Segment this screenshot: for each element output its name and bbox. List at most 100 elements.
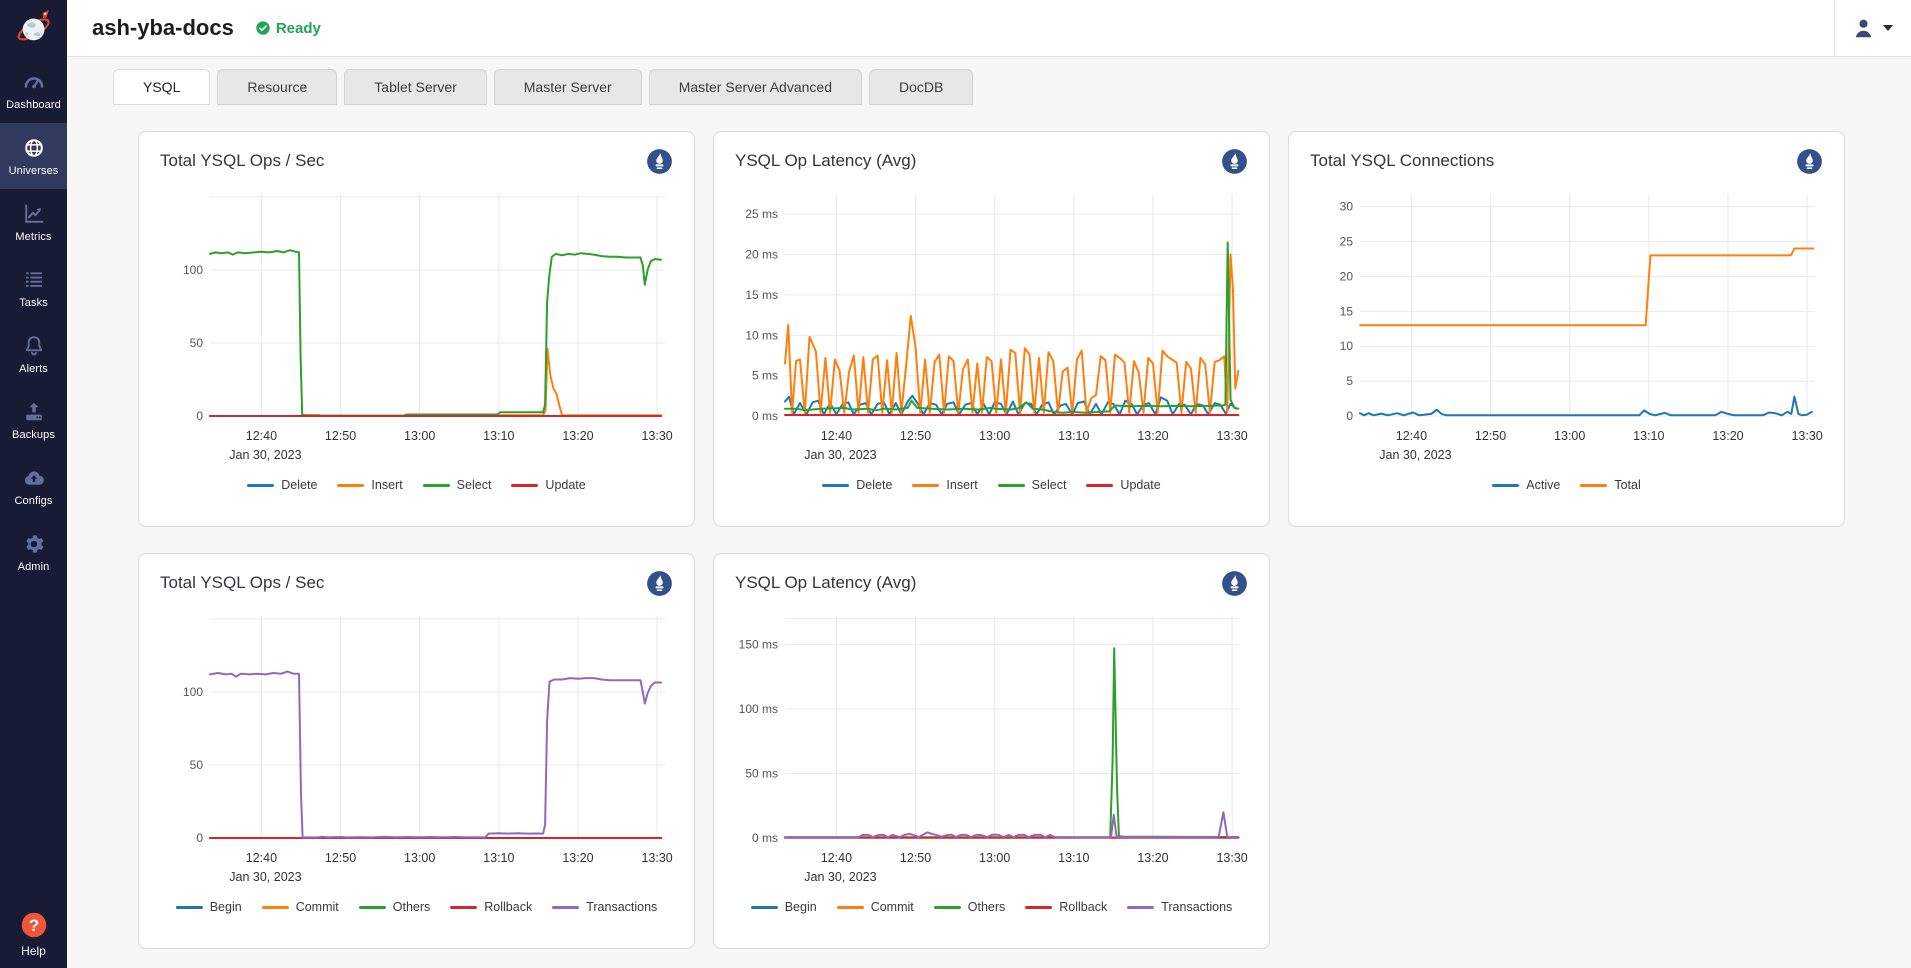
legend-item-rollback[interactable]: Rollback (1025, 900, 1107, 914)
prometheus-icon[interactable] (1796, 148, 1823, 175)
chart-legend: Begin Commit Others Rollback Transaction… (160, 900, 673, 914)
legend-label: Select (457, 478, 492, 492)
chart-legend: Delete Insert Select Update (160, 478, 673, 492)
sidebar-item-label: Metrics (15, 231, 51, 243)
sidebar-item-help[interactable]: ? Help (0, 911, 67, 958)
sidebar-item-alerts[interactable]: Alerts (0, 321, 67, 387)
legend-label: Rollback (1059, 900, 1107, 914)
legend-item-total[interactable]: Total (1580, 478, 1640, 492)
sidebar-item-dashboard[interactable]: Dashboard (0, 57, 67, 123)
y-tick-label: 25 ms (745, 207, 778, 221)
legend-item-commit[interactable]: Commit (262, 900, 339, 914)
sidebar-item-tasks[interactable]: Tasks (0, 255, 67, 321)
user-menu[interactable] (1834, 0, 1911, 56)
sidebar-item-universes[interactable]: Universes (0, 123, 67, 189)
tab-master-server[interactable]: Master Server (494, 69, 642, 105)
x-tick-label: 13:20 (1137, 429, 1168, 443)
tasks-icon (22, 268, 46, 292)
legend-swatch (1580, 484, 1607, 487)
legend-item-begin[interactable]: Begin (751, 900, 817, 914)
chart-plot[interactable]: 0 ms5 ms10 ms15 ms20 ms25 ms12:40Jan 30,… (735, 182, 1248, 474)
x-tick-label: 12:40 (821, 851, 852, 865)
legend-item-others[interactable]: Others (359, 900, 431, 914)
legend-item-active[interactable]: Active (1492, 478, 1560, 492)
user-icon (1851, 16, 1876, 41)
legend-item-select[interactable]: Select (423, 478, 492, 492)
alerts-icon (22, 334, 46, 358)
tab-docdb[interactable]: DocDB (869, 69, 973, 105)
sidebar-item-label: Admin (18, 561, 50, 573)
legend-item-begin[interactable]: Begin (176, 900, 242, 914)
y-tick-label: 20 ms (745, 248, 778, 262)
x-axis-date-label: Jan 30, 2023 (1379, 448, 1451, 462)
sidebar-item-backups[interactable]: Backups (0, 387, 67, 453)
x-tick-label: 13:00 (1554, 429, 1585, 443)
dashboard-icon (22, 70, 46, 94)
prometheus-icon[interactable] (1221, 570, 1248, 597)
tab-ysql[interactable]: YSQL (113, 69, 210, 105)
legend-swatch (934, 906, 961, 909)
legend-item-insert[interactable]: Insert (912, 478, 977, 492)
legend-swatch (1492, 484, 1519, 487)
x-tick-label: 13:10 (1058, 851, 1089, 865)
sidebar-item-configs[interactable]: Configs (0, 453, 67, 519)
chart-title: Total YSQL Ops / Sec (160, 570, 324, 593)
app-logo[interactable] (0, 0, 67, 57)
prometheus-icon[interactable] (1221, 148, 1248, 175)
tab-label: YSQL (143, 79, 180, 95)
legend-swatch (822, 484, 849, 487)
status-badge: Ready (255, 20, 321, 37)
chart-plot[interactable]: 05010012:40Jan 30, 202312:5013:0013:1013… (160, 604, 673, 896)
chart-plot[interactable]: 05101520253012:40Jan 30, 202312:5013:001… (1310, 182, 1823, 474)
y-tick-label: 100 (183, 263, 203, 277)
x-axis-date-label: Jan 30, 2023 (229, 448, 301, 462)
legend-item-select[interactable]: Select (998, 478, 1067, 492)
y-tick-label: 0 (1346, 409, 1353, 423)
legend-item-delete[interactable]: Delete (247, 478, 317, 492)
x-tick-label: 12:50 (325, 429, 356, 443)
legend-label: Begin (210, 900, 242, 914)
legend-item-transactions[interactable]: Transactions (1127, 900, 1232, 914)
legend-label: Update (545, 478, 585, 492)
series-delete (785, 396, 1236, 415)
page-title: ash-yba-docs (92, 15, 234, 41)
tab-tablet-server[interactable]: Tablet Server (344, 69, 486, 105)
prometheus-icon[interactable] (646, 148, 673, 175)
prometheus-icon[interactable] (646, 570, 673, 597)
chart-plot[interactable]: 05010012:40Jan 30, 202312:5013:0013:1013… (160, 182, 673, 474)
x-tick-label: 13:10 (1058, 429, 1089, 443)
legend-label: Delete (856, 478, 892, 492)
legend-label: Total (1614, 478, 1640, 492)
sidebar: Dashboard Universes Metrics Tasks Alerts… (0, 0, 67, 968)
chart-title: YSQL Op Latency (Avg) (735, 570, 916, 593)
x-tick-label: 12:40 (821, 429, 852, 443)
legend-item-delete[interactable]: Delete (822, 478, 892, 492)
x-tick-label: 13:00 (404, 851, 435, 865)
y-tick-label: 0 (196, 831, 203, 845)
help-icon: ? (20, 911, 48, 939)
legend-item-insert[interactable]: Insert (337, 478, 402, 492)
legend-swatch (176, 906, 203, 909)
chart-plot[interactable]: 0 ms50 ms100 ms150 ms12:40Jan 30, 202312… (735, 604, 1248, 896)
sidebar-item-label: Tasks (19, 297, 48, 309)
sidebar-item-metrics[interactable]: Metrics (0, 189, 67, 255)
header: ash-yba-docs Ready (67, 0, 1911, 57)
legend-item-commit[interactable]: Commit (837, 900, 914, 914)
legend-item-rollback[interactable]: Rollback (450, 900, 532, 914)
admin-icon (22, 532, 46, 556)
y-tick-label: 0 ms (752, 831, 778, 845)
legend-label: Transactions (586, 900, 657, 914)
legend-item-transactions[interactable]: Transactions (552, 900, 657, 914)
y-tick-label: 15 (1340, 304, 1354, 318)
tab-resource[interactable]: Resource (217, 69, 337, 105)
legend-swatch (912, 484, 939, 487)
sidebar-item-admin[interactable]: Admin (0, 519, 67, 585)
legend-item-others[interactable]: Others (934, 900, 1006, 914)
legend-item-update[interactable]: Update (1086, 478, 1160, 492)
chart-panel-total-ysql-ops-sec-3: Total YSQL Ops / Sec 05010012:40Jan 30, … (138, 553, 695, 949)
status-label: Ready (276, 20, 321, 37)
svg-text:?: ? (28, 916, 38, 935)
legend-item-update[interactable]: Update (511, 478, 585, 492)
tab-master-server-advanced[interactable]: Master Server Advanced (649, 69, 862, 105)
chart-panel-header: YSQL Op Latency (Avg) (735, 148, 1248, 180)
